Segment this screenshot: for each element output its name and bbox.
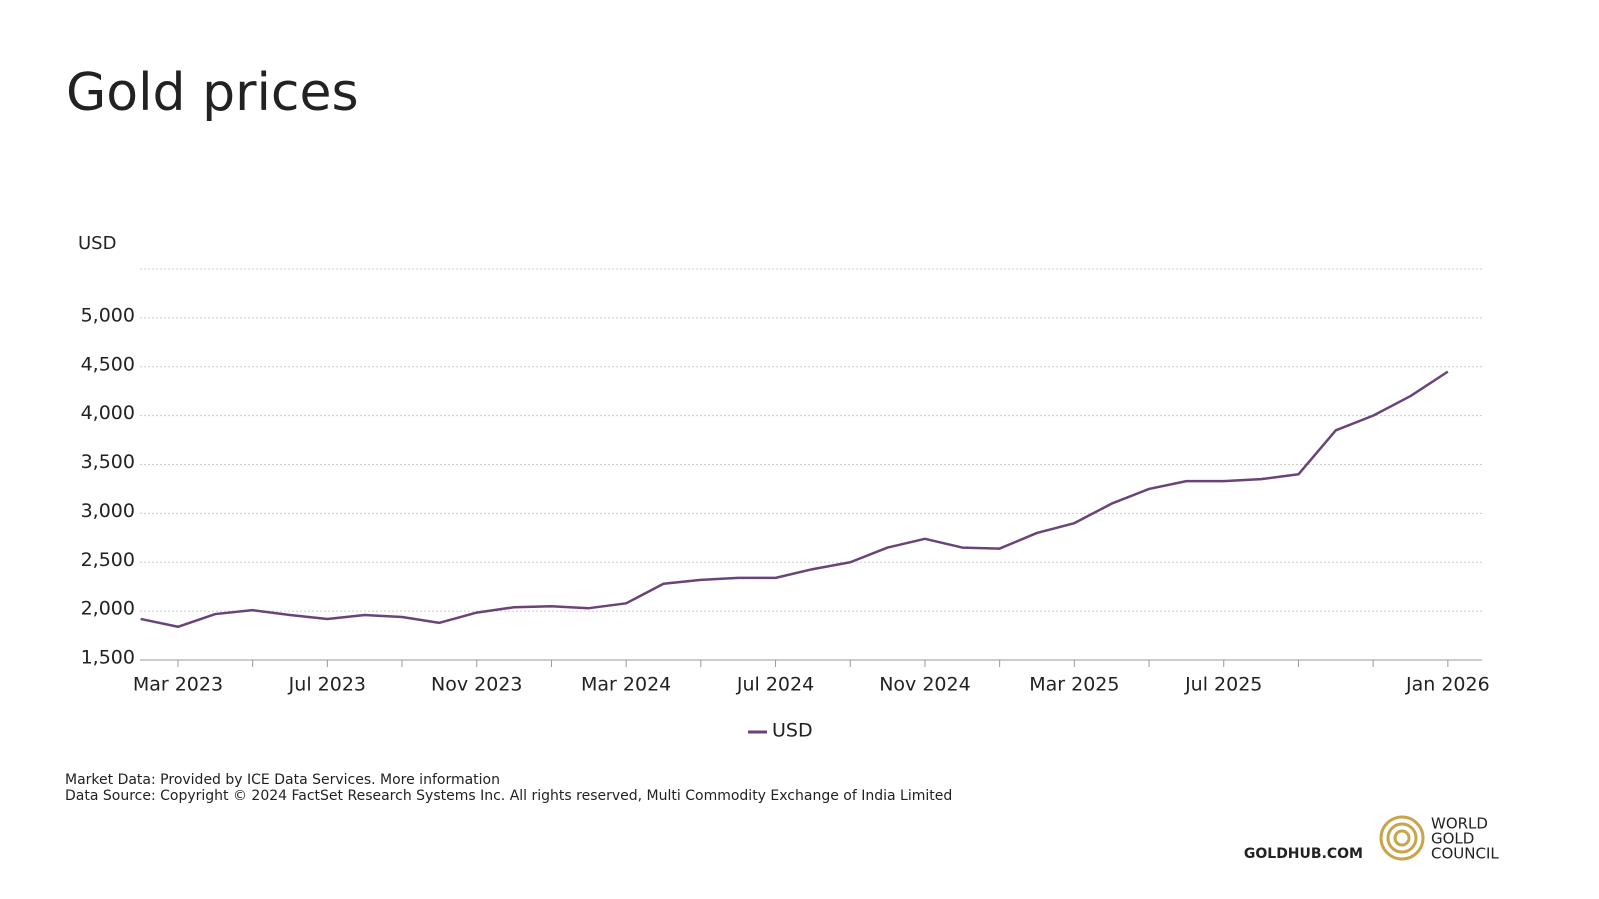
data-line bbox=[140, 370, 1449, 629]
x-tick-label: Jul 2025 bbox=[1184, 674, 1262, 696]
y-tick-label: 2,500 bbox=[81, 549, 135, 571]
source-note: Data Source: Copyright © 2024 FactSet Re… bbox=[65, 788, 952, 804]
logo-text: COUNCIL bbox=[1431, 845, 1499, 863]
x-tick-label: Mar 2023 bbox=[133, 674, 223, 696]
logo-text: GOLD bbox=[1431, 830, 1474, 848]
legend-label: USD bbox=[772, 720, 813, 742]
y-tick-label: 4,500 bbox=[81, 353, 135, 375]
logo-ring bbox=[1379, 815, 1425, 861]
x-tick-label: Mar 2024 bbox=[581, 674, 671, 696]
logo-ring bbox=[1393, 829, 1411, 847]
y-tick-label: 5,000 bbox=[81, 304, 135, 326]
y-tick-label: 4,000 bbox=[81, 402, 135, 424]
logo-text: WORLD bbox=[1431, 815, 1488, 833]
x-tick-label: Nov 2023 bbox=[431, 674, 522, 696]
site-link: GOLDHUB.COM bbox=[1244, 846, 1363, 862]
logo-ring bbox=[1386, 822, 1418, 854]
y-tick-label: 2,000 bbox=[81, 598, 135, 620]
source-note: Market Data: Provided by ICE Data Servic… bbox=[65, 772, 500, 788]
y-tick-label: 3,500 bbox=[81, 451, 135, 473]
y-tick-label: 3,000 bbox=[81, 500, 135, 522]
chart-title: Gold prices bbox=[66, 63, 359, 123]
y-axis-label: USD bbox=[78, 233, 116, 254]
x-tick-label: Nov 2024 bbox=[879, 674, 970, 696]
logo bbox=[1379, 815, 1425, 861]
y-tick-label: 1,500 bbox=[81, 647, 135, 669]
x-tick-label: Jul 2024 bbox=[736, 674, 814, 696]
x-tick-label: Jul 2023 bbox=[288, 674, 366, 696]
x-tick-label: Jan 2026 bbox=[1405, 674, 1490, 696]
x-tick-label: Mar 2025 bbox=[1029, 674, 1119, 696]
